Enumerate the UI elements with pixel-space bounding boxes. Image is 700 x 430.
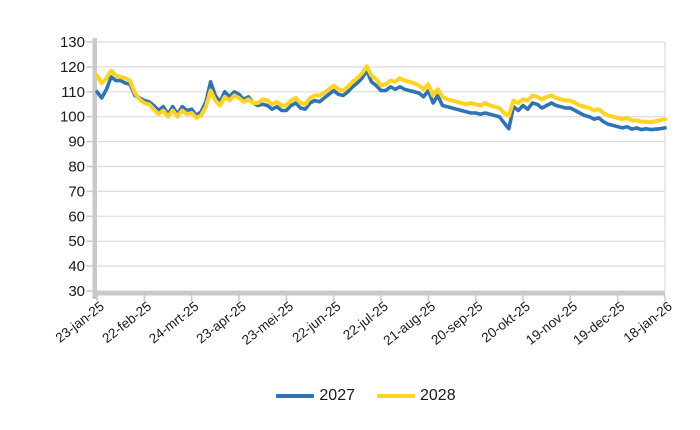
y-axis-tick-label: 70 [68, 183, 85, 200]
legend-line-swatch-2027 [276, 394, 315, 398]
x-axis-tick-label: 18-jan-26 [621, 299, 675, 346]
y-axis-line [92, 38, 97, 299]
series-line-2028 [95, 64, 667, 125]
legend-label-2028: 2028 [420, 387, 456, 404]
x-axis-tick-label: 23-mei-25 [239, 299, 296, 348]
series-line-2027 [95, 68, 667, 132]
y-axis-tick-label: 100 [60, 109, 85, 126]
legend-label-2027: 2027 [319, 387, 355, 404]
x-axis-tick-label: 22-jun-25 [289, 299, 343, 346]
x-axis-tick-label: 22-feb-25 [99, 299, 154, 346]
x-axis-tick-label: 23-jan-25 [53, 299, 107, 346]
legend-item-2028: 2028 [377, 387, 456, 405]
y-axis-tick-label: 80 [68, 159, 85, 176]
legend-item-2027: 2027 [276, 387, 355, 405]
x-axis-tick-label: 21-aug-25 [380, 299, 438, 349]
x-axis-tick-label: 19-nov-25 [523, 299, 580, 348]
y-axis-tick-label: 40 [68, 258, 85, 275]
x-axis-line [92, 291, 665, 296]
x-axis-tick-label: 24-mrt-25 [146, 299, 201, 347]
y-axis-tick-label: 130 [60, 34, 85, 51]
y-axis-tick-label: 110 [61, 84, 85, 101]
y-axis-tick-label: 50 [68, 233, 85, 250]
y-axis-tick-label: 60 [68, 208, 85, 225]
x-axis-tick-label: 20-sep-25 [428, 299, 485, 348]
y-axis-tick-label: 90 [68, 134, 85, 151]
legend-line-swatch-2028 [377, 394, 415, 398]
y-axis-tick-label: 30 [68, 283, 85, 300]
y-axis-tick-label: 120 [60, 59, 85, 76]
legend: 2027 2028 [0, 387, 700, 405]
x-axis-tick-label: 19-dec-25 [570, 299, 627, 348]
